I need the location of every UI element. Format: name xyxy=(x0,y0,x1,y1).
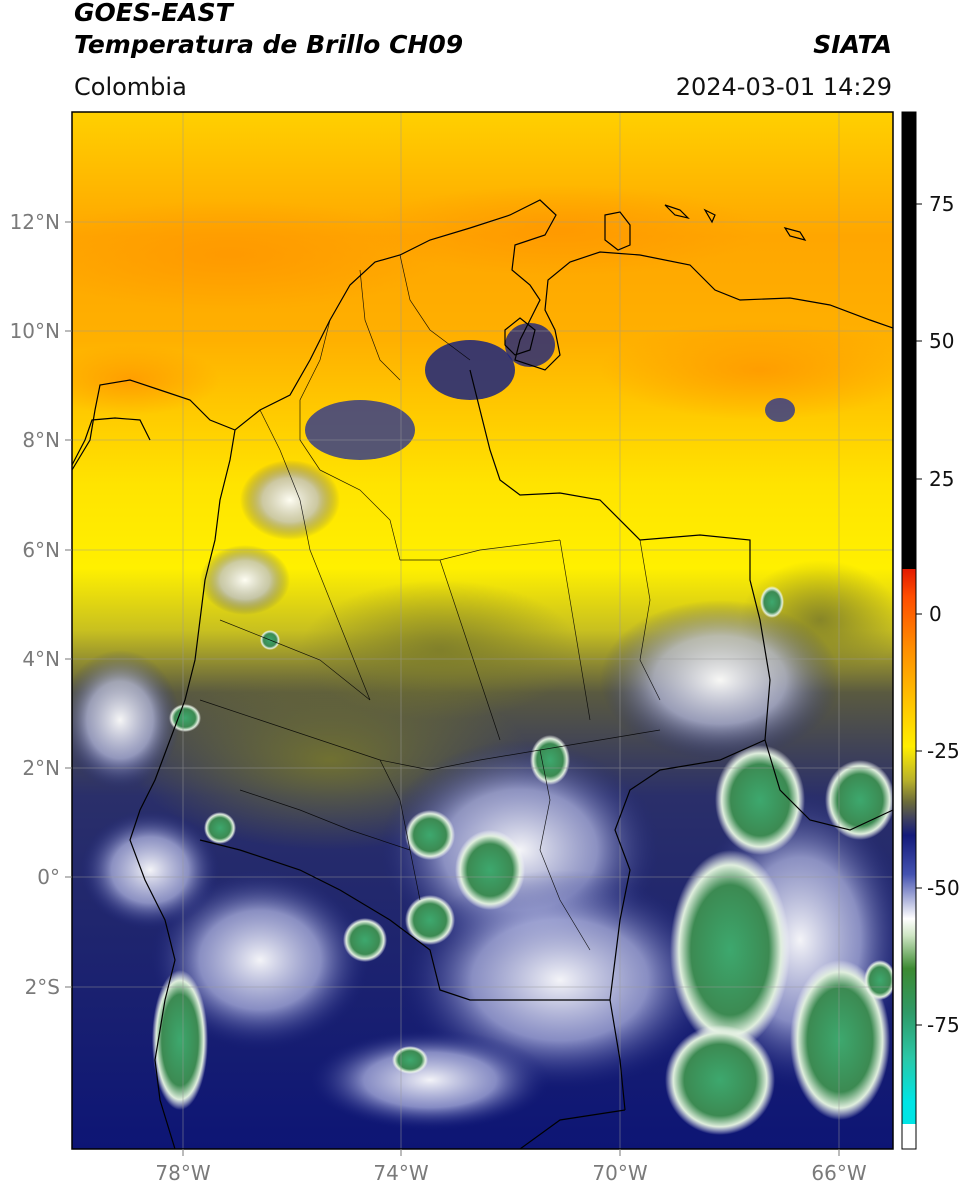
colorbar-black-segment xyxy=(902,112,916,569)
colorbar-frame xyxy=(901,111,917,1150)
lon-axis: 78°W 74°W 70°W 66°W xyxy=(155,1149,867,1185)
coastlines-borders xyxy=(72,199,893,1149)
lat-tick-label: 12°N xyxy=(10,210,60,234)
brightness-temperature-field xyxy=(72,112,893,1149)
colorbar-tick-label: 0 xyxy=(929,602,942,626)
lat-tick-label: 2°S xyxy=(25,975,60,999)
colorbar-tick-label: -75 xyxy=(927,1013,960,1037)
lat-tick-label: 10°N xyxy=(10,319,60,343)
colorbar-tick-label: 25 xyxy=(929,467,954,491)
lat-tick-label: 8°N xyxy=(22,428,60,452)
product-title-line1: GOES-EAST xyxy=(74,0,233,27)
colorbar: 75 50 25 0 -25 -50 -75 xyxy=(901,111,960,1150)
lat-tick-label: 4°N xyxy=(22,647,60,671)
lon-tick-label: 70°W xyxy=(592,1161,647,1185)
timestamp-label: 2024-03-01 14:29 xyxy=(675,73,892,101)
lat-tick-label: 6°N xyxy=(22,538,60,562)
lon-tick-label: 78°W xyxy=(155,1161,210,1185)
product-title-line2: Temperatura de Brillo CH09 xyxy=(74,30,464,59)
region-label: Colombia xyxy=(74,73,187,101)
lat-tick-label: 2°N xyxy=(22,756,60,780)
colorbar-tick-label: 75 xyxy=(929,192,954,216)
colorbar-tick-label: 50 xyxy=(929,329,954,353)
lat-tick-label: 0° xyxy=(37,865,60,889)
lat-axis: 12°N 10°N 8°N 6°N 4°N 2°N 0° 2°S xyxy=(10,210,72,999)
map-frame xyxy=(71,111,894,1150)
graticule xyxy=(72,112,893,1149)
colorbar-tick-label: -25 xyxy=(927,739,960,763)
colorbar-gradient xyxy=(902,569,916,1124)
colorbar-white-segment xyxy=(902,1124,916,1149)
lon-tick-label: 66°W xyxy=(811,1161,866,1185)
colorbar-tick-label: -50 xyxy=(927,876,960,900)
agency-label: SIATA xyxy=(813,30,892,59)
department-borders xyxy=(199,254,661,951)
lon-tick-label: 74°W xyxy=(373,1161,428,1185)
